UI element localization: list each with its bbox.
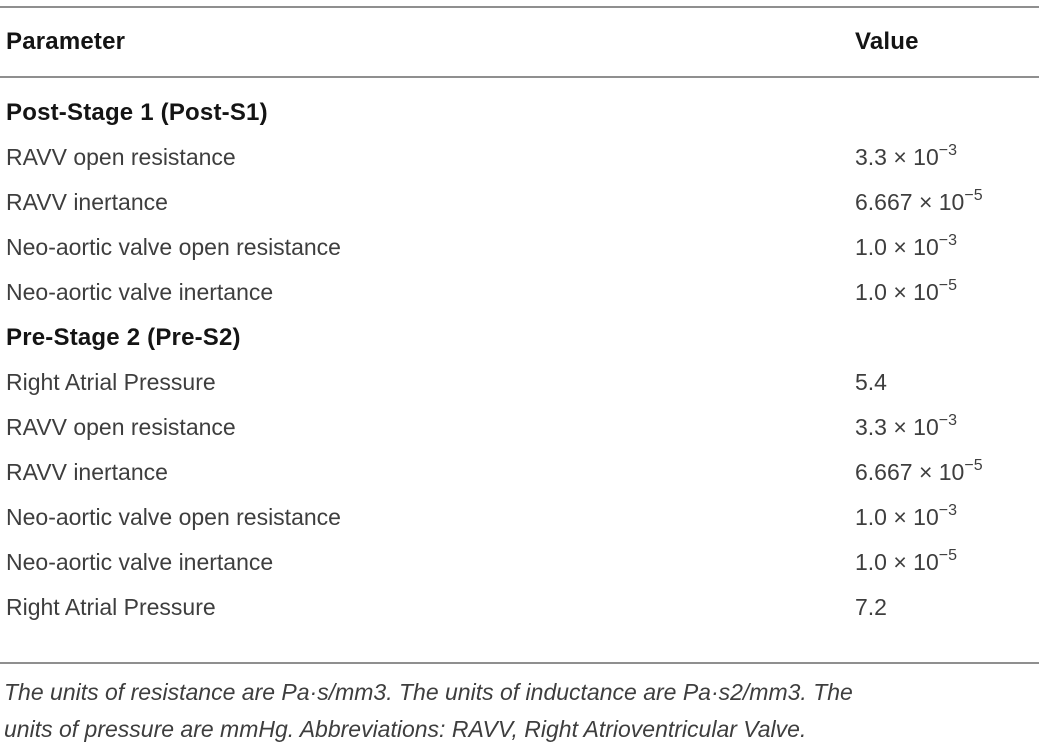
value-exponent: −3	[938, 232, 958, 250]
table-row: RAVV open resistance 3.3 × 10−3	[0, 135, 1039, 180]
table-body: Post-Stage 1 (Post-S1) RAVV open resista…	[0, 78, 1039, 662]
section-label: Post-Stage 1 (Post-S1)	[6, 98, 268, 126]
value-exponent: −3	[938, 412, 958, 430]
table-row: Right Atrial Pressure 5.4	[0, 360, 1039, 405]
table-row: Neo-aortic valve open resistance 1.0 × 1…	[0, 225, 1039, 270]
parameter-value: 7.2	[855, 594, 887, 620]
parameter-label: RAVV open resistance	[6, 414, 236, 440]
value-exponent: −5	[938, 547, 958, 565]
parameter-label: Right Atrial Pressure	[6, 369, 216, 395]
table-header-row: Parameter Value	[0, 8, 1039, 76]
section-label: Pre-Stage 2 (Pre-S2)	[6, 323, 241, 351]
parameter-value: 1.0 × 10−5	[855, 277, 958, 305]
value-exponent: −5	[964, 457, 983, 475]
parameter-label: Neo-aortic valve inertance	[6, 549, 274, 575]
table-row: Neo-aortic valve inertance 1.0 × 10−5	[0, 540, 1039, 585]
table-row: RAVV open resistance 3.3 × 10−3	[0, 405, 1039, 450]
parameter-value: 1.0 × 10−3	[855, 502, 958, 530]
footnote-line-2: units of pressure are mmHg. Abbreviation…	[4, 716, 807, 742]
section-row-pre-s2: Pre-Stage 2 (Pre-S2)	[0, 315, 1039, 360]
table-bottom-rule	[0, 662, 1039, 664]
parameter-value: 6.667 × 10−5	[855, 457, 983, 485]
parameter-value: 1.0 × 10−3	[855, 232, 958, 260]
value-exponent: −3	[938, 142, 958, 160]
header-bottom-rule	[0, 76, 1039, 78]
parameter-value: 3.3 × 10−3	[855, 412, 958, 440]
parameter-label: Neo-aortic valve open resistance	[6, 234, 341, 260]
table-row: Neo-aortic valve inertance 1.0 × 10−5	[0, 270, 1039, 315]
parameter-label: RAVV inertance	[6, 459, 168, 485]
value-exponent: −3	[938, 502, 958, 520]
value-exponent: −5	[938, 277, 958, 295]
column-header-parameter: Parameter	[6, 28, 126, 55]
value-exponent: −5	[964, 187, 983, 205]
column-header-value: Value	[855, 28, 919, 55]
parameter-value: 1.0 × 10−5	[855, 547, 958, 575]
table-row: Right Atrial Pressure 7.2	[0, 585, 1039, 630]
parameter-label: RAVV inertance	[6, 189, 168, 215]
footnote-line-1: The units of resistance are Pa·s/mm3. Th…	[4, 679, 853, 705]
table-top-rule	[0, 6, 1039, 8]
parameter-value: 5.4	[855, 369, 887, 395]
parameter-value: 3.3 × 10−3	[855, 142, 958, 170]
table-row: RAVV inertance 6.667 × 10−5	[0, 450, 1039, 495]
parameter-label: RAVV open resistance	[6, 144, 236, 170]
parameter-label: Neo-aortic valve open resistance	[6, 504, 341, 530]
table-footnote: The units of resistance are Pa·s/mm3. Th…	[0, 674, 1039, 748]
section-row-post-s1: Post-Stage 1 (Post-S1)	[0, 90, 1039, 135]
table-row: RAVV inertance 6.667 × 10−5	[0, 180, 1039, 225]
table-row: Neo-aortic valve open resistance 1.0 × 1…	[0, 495, 1039, 540]
parameter-value: 6.667 × 10−5	[855, 187, 983, 215]
parameter-label: Right Atrial Pressure	[6, 594, 216, 620]
parameter-label: Neo-aortic valve inertance	[6, 279, 274, 305]
